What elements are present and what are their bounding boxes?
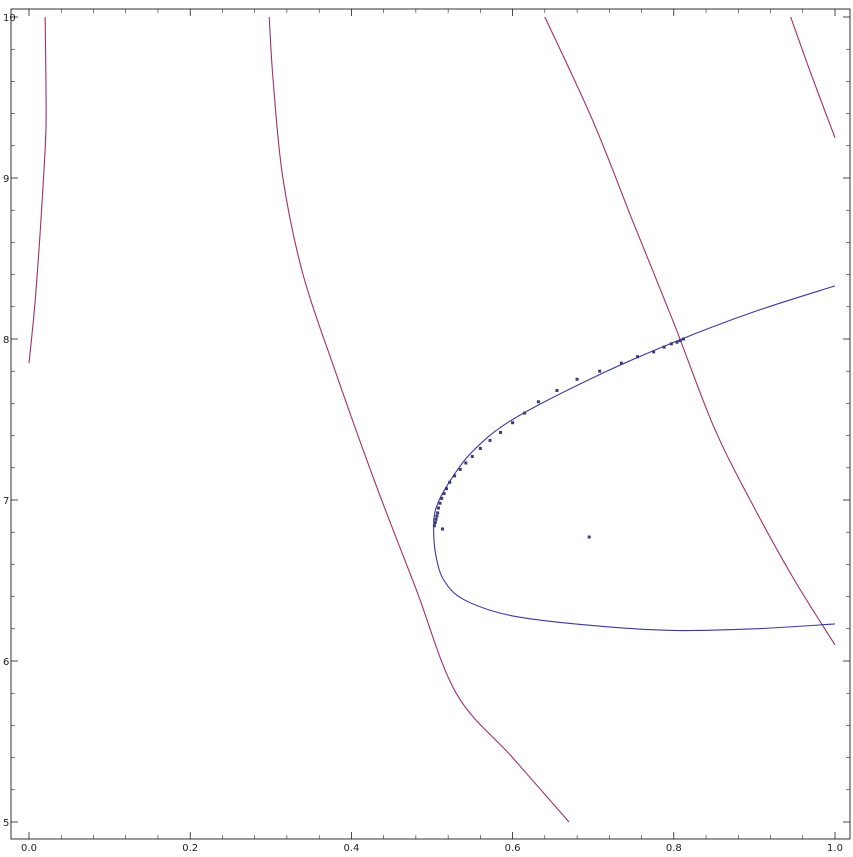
data-point <box>511 421 515 425</box>
data-point <box>575 377 579 381</box>
series-layer <box>28 16 836 823</box>
x-tick-label: 0.6 <box>505 843 521 853</box>
plot-frame <box>10 8 851 840</box>
data-point <box>587 535 591 539</box>
data-point <box>448 480 452 484</box>
data-point <box>438 501 442 505</box>
data-point <box>435 514 439 518</box>
x-tick-label: 0.2 <box>182 843 198 853</box>
data-point <box>488 438 492 442</box>
curve-series-2 <box>544 16 836 646</box>
data-point <box>470 455 474 459</box>
plot-border <box>10 8 851 840</box>
curve-series-3 <box>790 16 836 138</box>
x-tick-label: 0.0 <box>21 843 37 853</box>
x-tick-label: 0.8 <box>666 843 682 853</box>
data-point <box>434 517 438 521</box>
data-point <box>669 342 673 346</box>
data-point <box>662 345 666 349</box>
y-tick-label: 5 <box>3 818 9 829</box>
y-tick-label: 6 <box>3 657 9 668</box>
data-point <box>499 430 503 434</box>
data-point <box>442 492 446 496</box>
x-tick-label: 1.0 <box>827 843 843 853</box>
data-point <box>598 369 602 373</box>
curve-series-0 <box>28 16 47 364</box>
data-point <box>432 524 436 528</box>
data-point <box>619 361 623 365</box>
data-point <box>436 506 440 510</box>
data-point <box>523 411 527 415</box>
data-point <box>440 496 444 500</box>
data-point <box>458 467 462 471</box>
y-tick-label: 10 <box>3 13 16 24</box>
y-tick-label: 8 <box>3 335 9 346</box>
x-tick-label: 0.4 <box>343 843 359 853</box>
data-point <box>675 340 679 344</box>
data-point <box>555 389 559 393</box>
data-point <box>636 355 640 359</box>
data-point <box>478 446 482 450</box>
data-point <box>453 474 457 478</box>
curve-series-4 <box>433 285 836 632</box>
data-point <box>652 350 656 354</box>
data-point <box>445 487 449 491</box>
data-point <box>440 527 444 531</box>
data-point <box>436 511 440 515</box>
data-point <box>678 339 682 343</box>
y-tick-label: 9 <box>3 174 9 185</box>
data-point <box>681 337 685 341</box>
data-point <box>433 521 437 525</box>
data-point <box>536 400 540 404</box>
axis-ticks: 0.0 0.2 0.4 0.6 0.8 1.0 5 6 7 8 9 10 <box>3 9 850 854</box>
curve-series-1 <box>268 16 570 823</box>
y-tick-label: 7 <box>3 496 9 507</box>
data-point <box>464 461 468 465</box>
